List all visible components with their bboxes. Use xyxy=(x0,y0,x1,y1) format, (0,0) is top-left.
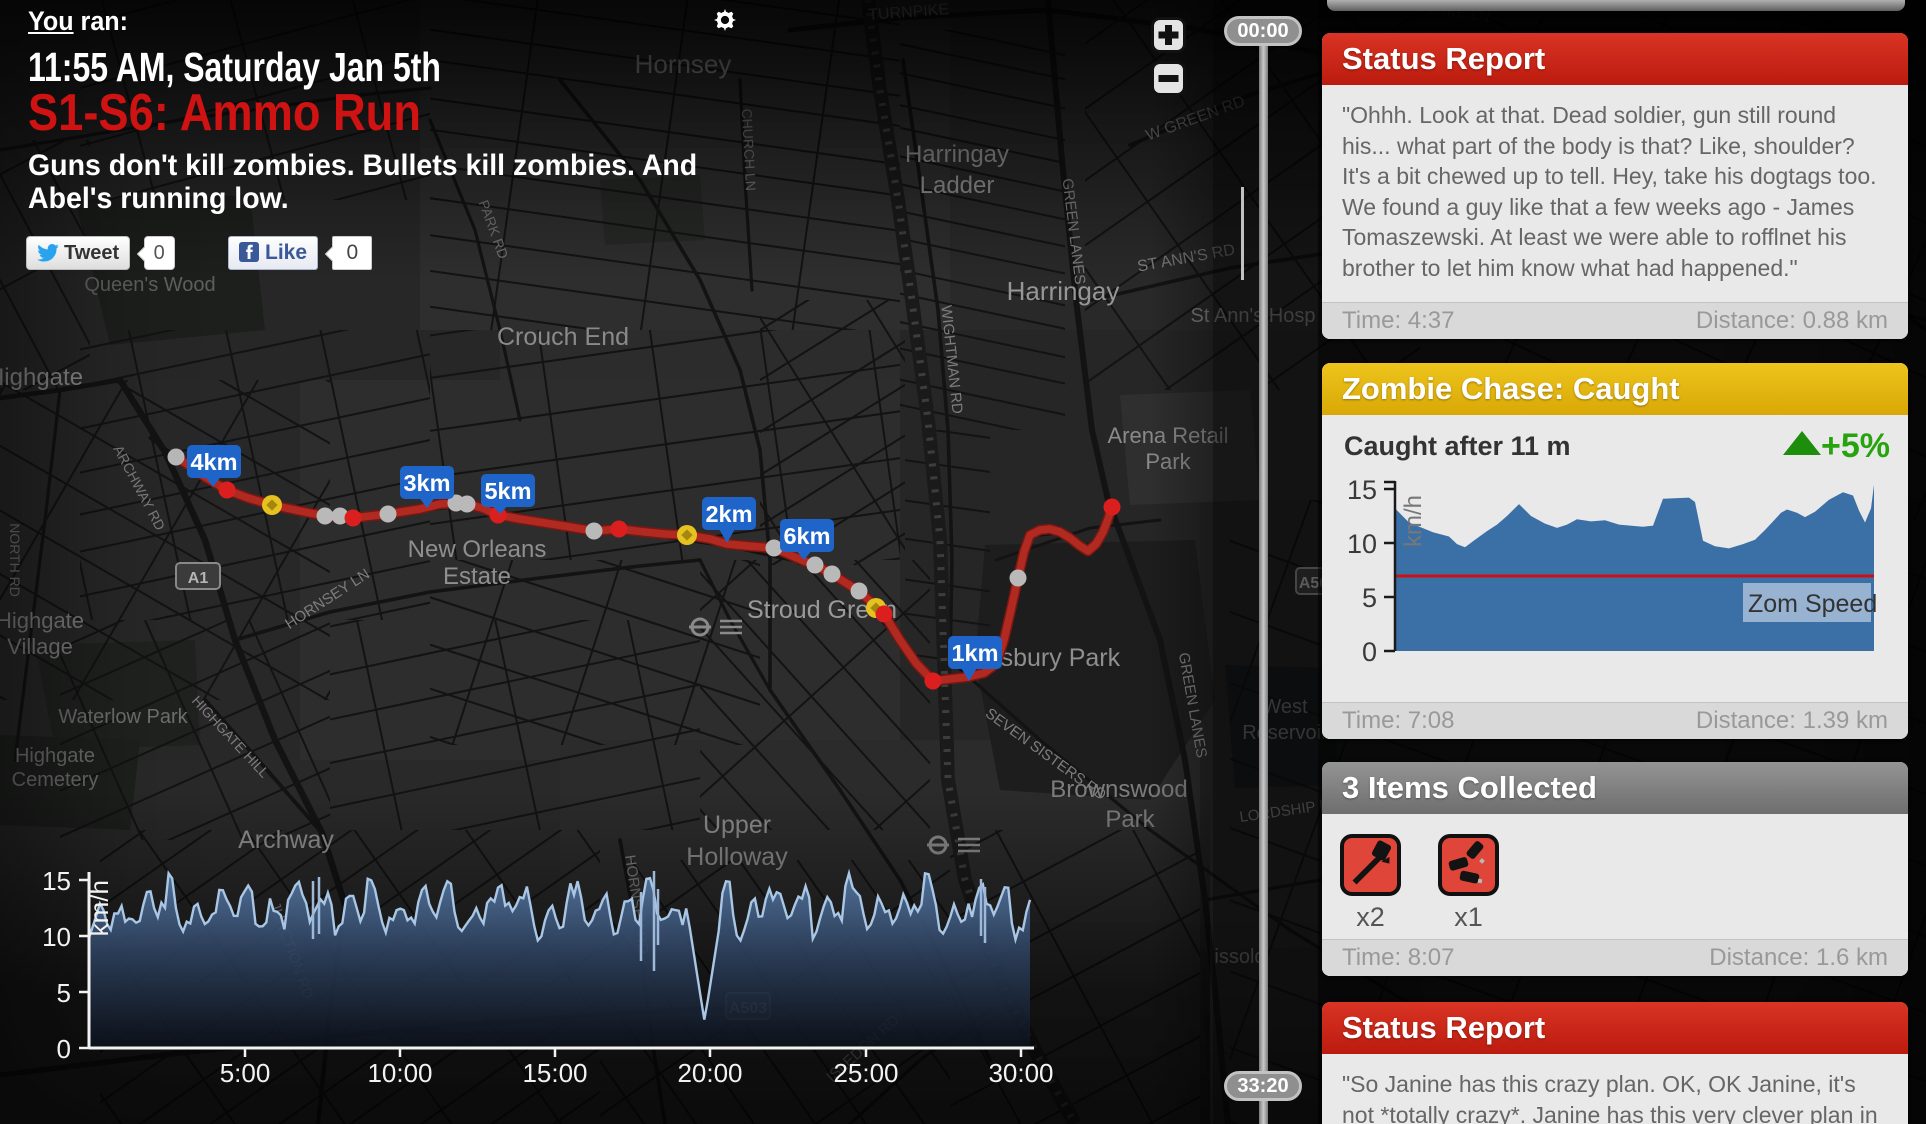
svg-text:St Ann's Hosp: St Ann's Hosp xyxy=(1191,305,1316,327)
svg-text:15: 15 xyxy=(1347,475,1377,505)
svg-text:5km: 5km xyxy=(484,478,531,504)
svg-text:5: 5 xyxy=(57,978,71,1008)
svg-text:Reservoir: Reservoir xyxy=(1242,722,1328,744)
svg-text:issold: issold xyxy=(1214,946,1265,968)
svg-text:30:00: 30:00 xyxy=(988,1058,1053,1088)
svg-text:3km: 3km xyxy=(403,470,450,496)
svg-text:Cemetery: Cemetery xyxy=(12,769,99,791)
svg-text:0: 0 xyxy=(1362,637,1377,667)
svg-text:4km: 4km xyxy=(190,449,237,475)
svg-text:0: 0 xyxy=(57,1034,71,1064)
svg-text:NORTH RD: NORTH RD xyxy=(7,523,23,597)
svg-text:Highgate: Highgate xyxy=(0,364,83,391)
svg-text:10:00: 10:00 xyxy=(367,1058,432,1088)
svg-text:Harringay: Harringay xyxy=(1007,276,1120,306)
svg-text:5: 5 xyxy=(1362,583,1377,613)
svg-text:6km: 6km xyxy=(783,523,830,549)
svg-text:1km: 1km xyxy=(951,640,998,666)
svg-text:New Orleans: New Orleans xyxy=(408,536,547,563)
svg-text:Park: Park xyxy=(1145,449,1191,474)
svg-text:10: 10 xyxy=(42,922,71,952)
svg-text:km/h: km/h xyxy=(1400,495,1427,547)
svg-text:Waterlow Park: Waterlow Park xyxy=(58,706,188,728)
svg-text:Highgate: Highgate xyxy=(15,745,95,767)
svg-text:20:00: 20:00 xyxy=(677,1058,742,1088)
svg-text:Estate: Estate xyxy=(443,563,511,590)
svg-text:West: West xyxy=(1262,696,1308,718)
svg-text:15: 15 xyxy=(42,866,71,896)
svg-text:Zom Speed: Zom Speed xyxy=(1748,590,1877,618)
svg-text:2km: 2km xyxy=(705,501,752,527)
svg-text:10: 10 xyxy=(1347,529,1377,559)
svg-text:Highgate: Highgate xyxy=(0,608,84,633)
svg-text:Arena Retail: Arena Retail xyxy=(1107,423,1228,448)
svg-text:25:00: 25:00 xyxy=(833,1058,898,1088)
svg-text:km/h: km/h xyxy=(84,880,114,936)
svg-text:Park: Park xyxy=(1105,806,1155,833)
svg-text:15:00: 15:00 xyxy=(522,1058,587,1088)
svg-text:5:00: 5:00 xyxy=(220,1058,271,1088)
svg-text:Village: Village xyxy=(7,634,73,659)
svg-text:A1: A1 xyxy=(188,570,209,587)
svg-text:Crouch End: Crouch End xyxy=(497,323,629,351)
